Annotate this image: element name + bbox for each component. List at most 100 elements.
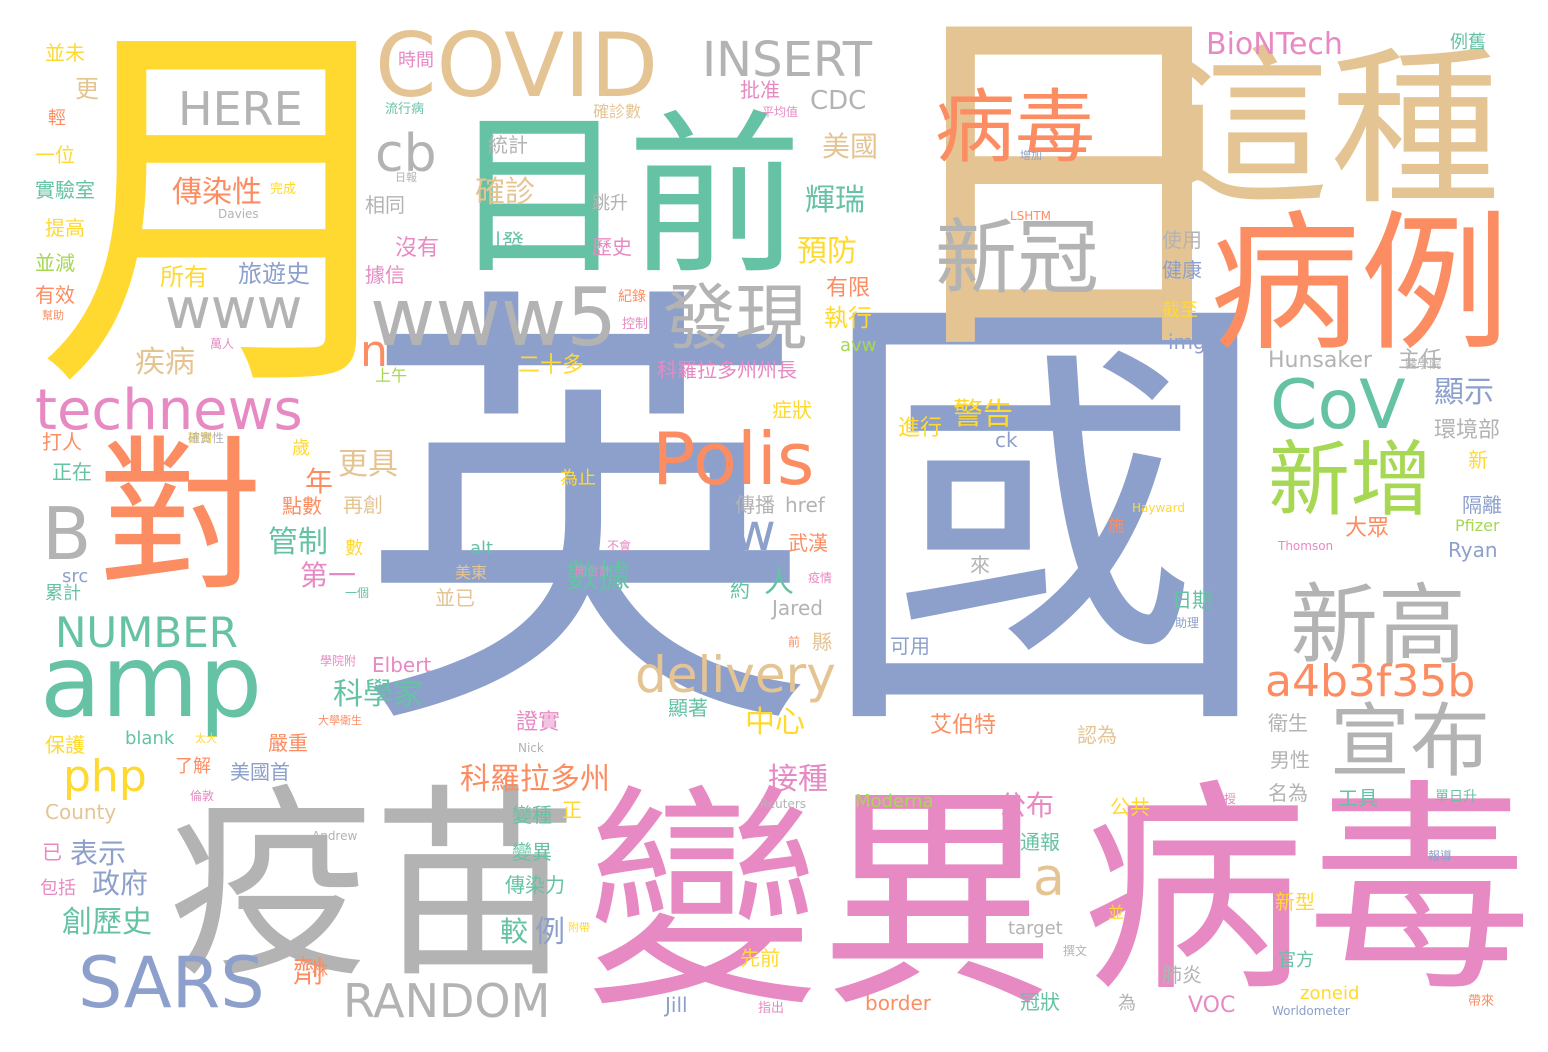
word: 表示 <box>70 837 127 870</box>
word: Reuters <box>760 797 807 811</box>
word: Elbert <box>372 653 432 677</box>
word: 數據 <box>566 557 631 595</box>
word: 輕 <box>48 108 66 129</box>
word: 正 <box>562 798 582 822</box>
word: 例 <box>535 915 565 950</box>
word: 並減 <box>35 251 75 275</box>
word: zoneid <box>1300 983 1360 1004</box>
word: 了解 <box>175 756 211 777</box>
word: tw <box>713 503 776 563</box>
word: blank <box>125 728 175 749</box>
word: 較 <box>500 915 529 948</box>
word: 單日升 <box>1435 789 1477 805</box>
word: 大學衛生 <box>318 714 362 727</box>
word: 學院附 <box>320 654 357 668</box>
word: 有效 <box>35 283 75 307</box>
word: 創歷史 <box>62 905 152 940</box>
word: 並已 <box>435 586 475 610</box>
word: 歷史 <box>592 235 632 259</box>
word: cb <box>375 124 437 184</box>
word: 為 <box>1118 993 1136 1014</box>
word: 病毒 <box>1082 761 1532 1023</box>
word: 衛生 <box>1268 711 1308 735</box>
word: 科羅拉多州 <box>460 762 610 797</box>
word: 醫學院 <box>1405 357 1442 371</box>
word: 截至 <box>1162 300 1198 321</box>
word: 病例 <box>1210 198 1511 372</box>
word: Thomson <box>1278 539 1334 553</box>
word: 傳染力 <box>505 873 565 897</box>
word: 名為 <box>1268 781 1308 805</box>
word: 引發 <box>480 231 525 256</box>
word: 並未 <box>45 41 85 65</box>
word: Davies <box>218 207 259 221</box>
word: 肺炎 <box>1162 963 1202 987</box>
word: 報導 <box>1428 849 1453 863</box>
word: 美國 <box>822 130 879 163</box>
word: 平均值 <box>762 105 799 119</box>
word: 嚴重 <box>268 731 308 755</box>
word: Ryan <box>1448 538 1498 562</box>
word: 打人 <box>42 430 82 454</box>
word: 傳播 <box>735 493 775 517</box>
word: 變異 <box>585 766 1055 1039</box>
word: 統計 <box>488 133 528 157</box>
word: 通報 <box>1020 830 1060 854</box>
word: LSHTM <box>1010 209 1052 223</box>
word: BioNTech <box>1206 27 1343 62</box>
word: 累計 <box>45 583 81 604</box>
word: CDC <box>810 86 867 116</box>
word: 變種 <box>512 803 552 827</box>
word: 美國首 <box>230 760 290 784</box>
word: 太大 <box>195 732 217 745</box>
word: Polis <box>652 417 815 501</box>
word: Nick <box>518 741 544 755</box>
word: 批准 <box>740 78 780 102</box>
word: 先前 <box>740 946 780 970</box>
word: HERE <box>178 82 303 136</box>
word: 月 <box>36 0 426 440</box>
word: INSERT <box>702 32 873 88</box>
word: Moderna <box>855 791 934 812</box>
word: 執行 <box>824 304 872 332</box>
word: href <box>785 493 825 517</box>
word: 主任 <box>1398 348 1443 373</box>
word: 公布 <box>998 789 1055 822</box>
word: CoV <box>1270 366 1406 445</box>
word: VOC <box>1188 993 1236 1018</box>
word: avw <box>840 335 877 356</box>
word: 實驗室 <box>35 178 95 202</box>
word: SARS <box>78 942 265 1024</box>
word: 已 <box>42 840 62 864</box>
word: n <box>360 326 388 377</box>
word: 確診 <box>475 175 535 210</box>
word: 冠狀 <box>1020 990 1060 1014</box>
word: 帶來 <box>1468 994 1495 1009</box>
word: 保護 <box>45 733 85 757</box>
word: 一位 <box>35 143 75 167</box>
word: 目前 <box>452 96 802 299</box>
word: 上午 <box>375 366 408 385</box>
word: Pfizer <box>1455 516 1500 535</box>
word: 症狀 <box>772 398 812 422</box>
word: 增加 <box>1020 149 1042 162</box>
word: 新 <box>1468 448 1488 472</box>
word: 宣布 <box>1330 695 1490 788</box>
word: 使用 <box>1162 228 1202 252</box>
word: alt <box>470 538 494 559</box>
word: 公共 <box>1110 795 1150 819</box>
word: 美東 <box>455 563 488 582</box>
word: Hayward <box>1132 501 1185 515</box>
word: Worldometer <box>1272 1004 1350 1018</box>
word: 可用 <box>890 634 930 658</box>
word: 劑 <box>293 955 323 990</box>
word: 年 <box>305 465 334 498</box>
word: 官方 <box>1278 950 1314 971</box>
word: 英國 <box>355 252 1275 787</box>
word: 武漢 <box>788 531 828 555</box>
word: 日期 <box>1172 588 1212 612</box>
word: 萬人 <box>210 337 235 351</box>
word: 一個 <box>345 586 370 600</box>
word: 附帶 <box>568 921 590 934</box>
